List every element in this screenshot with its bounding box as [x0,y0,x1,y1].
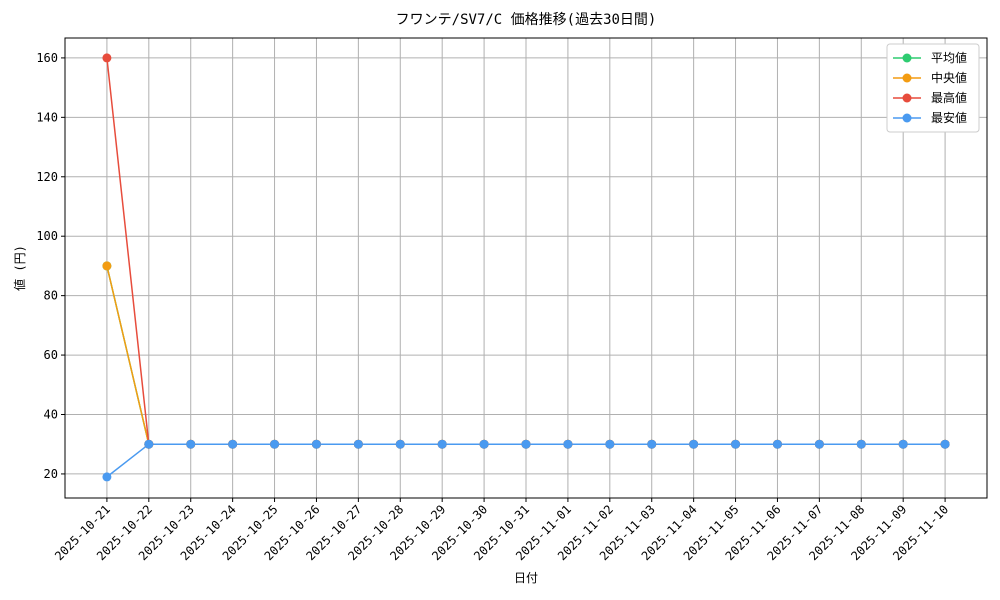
data-point [731,439,741,449]
y-tick-label: 140 [36,110,58,124]
legend-marker [902,93,912,103]
data-point [102,53,112,63]
legend-box [886,43,980,133]
data-point [647,439,657,449]
data-point [898,439,908,449]
legend-marker [902,113,912,123]
data-point [144,439,154,449]
data-point [102,472,112,482]
legend-label: 最安値 [931,110,967,125]
x-axis-label: 日付 [514,571,538,585]
data-point [270,439,280,449]
data-point [228,439,238,449]
data-point [353,439,363,449]
data-point [689,439,699,449]
y-tick-label: 160 [36,51,58,65]
chart-title: フワンテ/SV7/C 価格推移(過去30日間) [396,12,657,28]
legend-marker [902,73,912,83]
legend-label: 中央値 [931,70,967,85]
legend-label: 最高値 [931,90,967,105]
legend-label: 平均値 [931,50,967,65]
y-tick-label: 40 [44,407,58,421]
y-axis-label: 値 (円) [12,245,27,291]
data-point [437,439,447,449]
data-point [395,439,405,449]
data-point [772,439,782,449]
legend-marker [902,53,912,63]
plot-frame [64,37,988,499]
data-point [479,439,489,449]
y-tick-label: 80 [44,289,58,303]
y-tick-label: 120 [36,170,58,184]
data-point [186,439,196,449]
data-point [311,439,321,449]
y-tick-label: 20 [44,467,58,481]
data-point [521,439,531,449]
data-point [605,439,615,449]
data-point [563,439,573,449]
y-tick-label: 100 [36,229,58,243]
data-point [102,261,112,271]
data-point [940,439,950,449]
data-point [856,439,866,449]
data-point [814,439,824,449]
y-tick-label: 60 [44,348,58,362]
